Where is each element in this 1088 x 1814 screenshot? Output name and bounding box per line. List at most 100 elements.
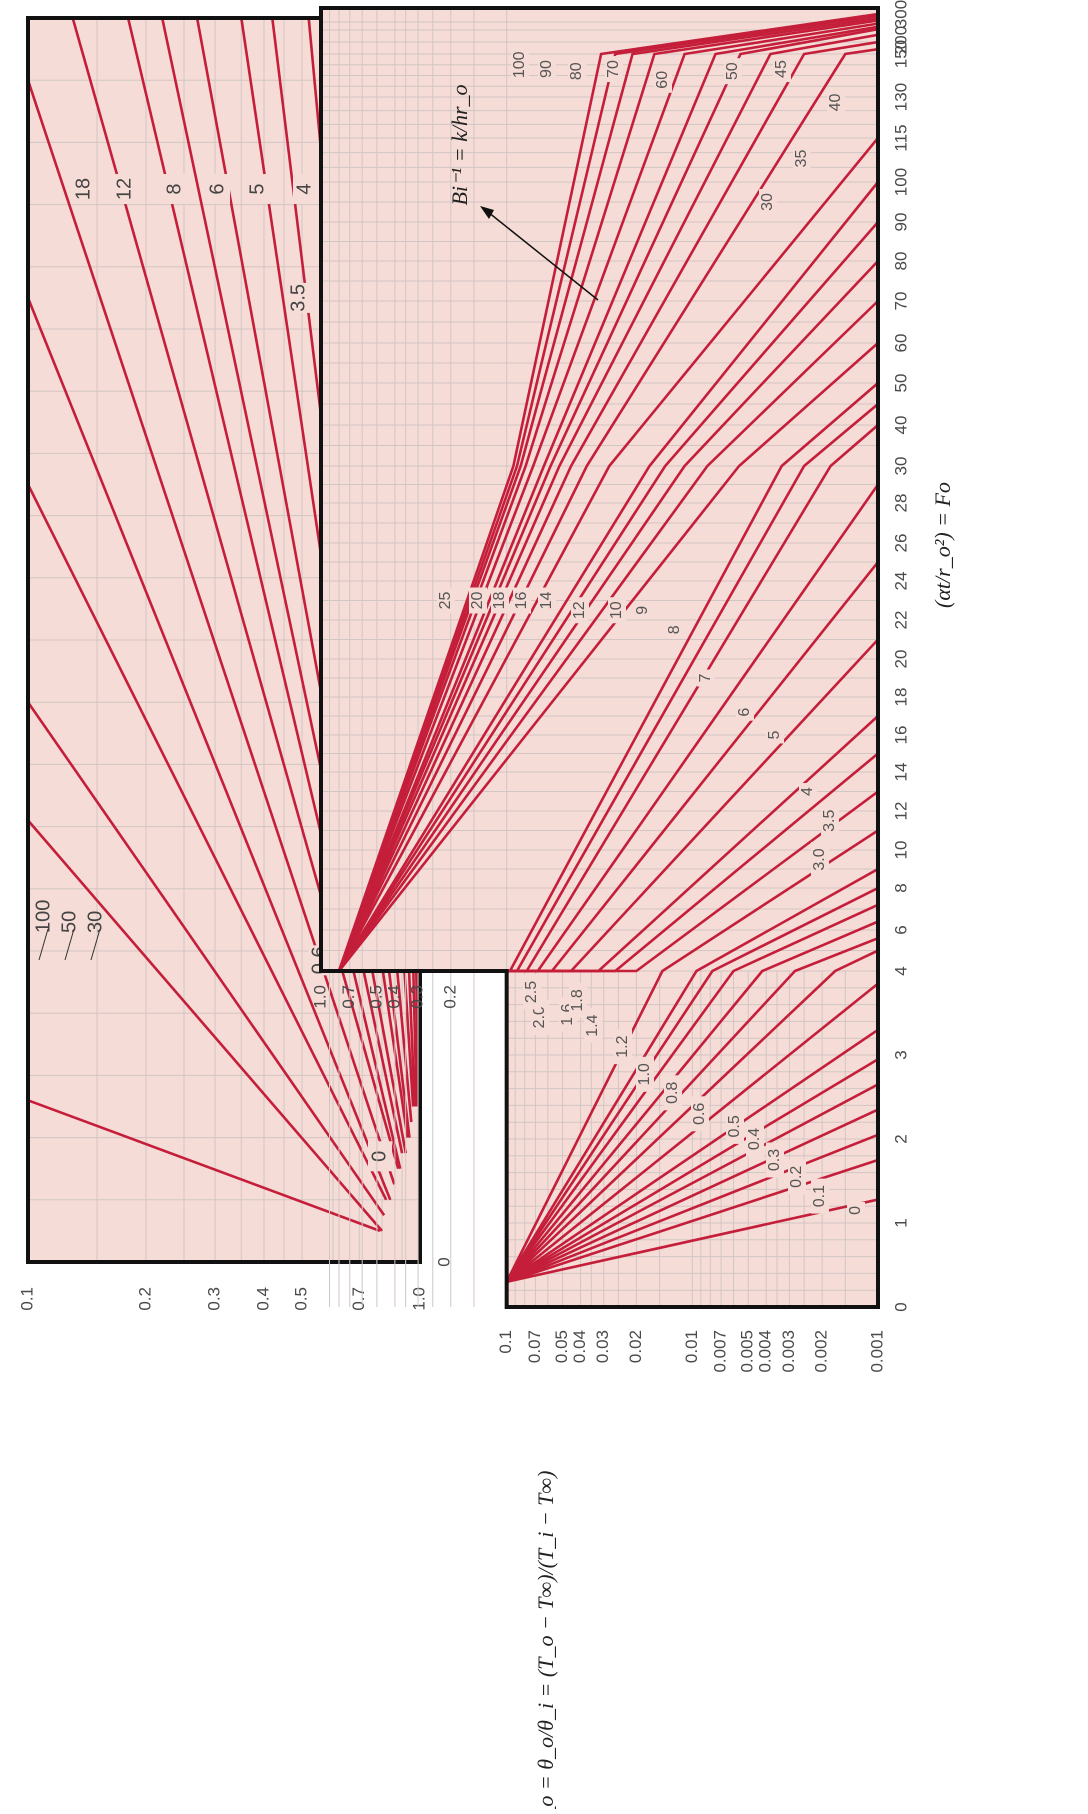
series-label: 10 (608, 601, 625, 619)
right-axis-titles: (αt/r_o²) = Fo θ*_o = θ_o/θ_i = (T_o − T∞… (447, 84, 955, 1814)
series-label: 40 (827, 93, 844, 111)
x-axis-title: (αt/r_o²) = Fo (930, 482, 955, 608)
series-label-bg (113, 174, 137, 205)
x-tick-label: 22 (891, 611, 910, 630)
y-tick-label: 0.01 (682, 1330, 701, 1363)
y-tick-label: 0.3 (408, 985, 427, 1009)
series-label-bg (491, 587, 509, 614)
series-label: 0.3 (766, 1149, 783, 1171)
series-label-bg (523, 974, 541, 1010)
series-label: 6 (206, 183, 228, 194)
y-tick-label: 0.001 (867, 1330, 886, 1373)
curve-line (506, 1083, 878, 1283)
x-tick-label: 1 (891, 1218, 910, 1227)
series-label-bg (799, 783, 817, 800)
series-label-bg (513, 587, 531, 614)
x-tick-label: 130 (891, 83, 910, 111)
y-tick-label: 0.02 (626, 1330, 645, 1363)
curve-line (337, 342, 878, 972)
series-label: 3.0 (811, 848, 828, 870)
y-tick-label: 0.4 (253, 1287, 272, 1311)
curve-line (506, 1108, 878, 1283)
x-tick-label: 80 (891, 252, 910, 271)
series-label-bg (246, 174, 270, 205)
y-tick-label: 0.5 (366, 985, 385, 1009)
x-tick-label: 115 (891, 124, 910, 151)
curve-line (26, 701, 386, 1217)
curve-line (27, 1099, 381, 1233)
y-tick-label: 0.7 (339, 985, 358, 1009)
curve-line (337, 12, 878, 972)
curve-line (505, 867, 878, 1283)
curve-line (505, 903, 878, 1283)
series-label: 0.2 (788, 1166, 805, 1188)
series-label: 12 (113, 178, 135, 200)
curve-line (337, 19, 878, 972)
series-label: 60 (654, 71, 671, 89)
series-label: 18 (491, 592, 508, 610)
series-label-bg (469, 587, 487, 614)
series-label: 0.4 (746, 1128, 763, 1150)
series-label-bg (163, 174, 187, 205)
series-label-bg (736, 703, 754, 721)
right-plot-frame (319, 6, 880, 1309)
series-label-bg (634, 601, 652, 619)
series-label: 3.5 (287, 284, 309, 312)
x-tick-label: 30 (891, 457, 910, 476)
series-label-bg (368, 1141, 392, 1172)
series-label-bg (847, 1201, 865, 1219)
y-tick-label: 0.1 (496, 1330, 515, 1354)
curve-line (26, 79, 396, 1185)
x-tick-label: 200 (891, 26, 910, 54)
y-tick-label: 0.04 (570, 1330, 589, 1363)
x-tick-label: 300 (891, 0, 910, 28)
series-label-bg (697, 669, 715, 687)
series-label: 7 (697, 673, 714, 682)
x-tick-label: 26 (891, 534, 910, 553)
x-tick-label: 60 (891, 334, 910, 353)
x-tick-label: 3 (891, 1050, 910, 1059)
series-label-bg (654, 66, 672, 93)
x-tick-label: 4 (891, 966, 910, 975)
curve-line (337, 33, 878, 972)
right-chart-panel: 00.10.20.30.40.50.60.81.01.21.41.61.82.0… (310, 0, 955, 1814)
series-label: 70 (605, 60, 622, 78)
series-label: 0.5 (726, 1115, 743, 1137)
annotation-arrow (487, 211, 599, 301)
y-tick-label: 0.007 (711, 1330, 730, 1373)
series-label: 0.6 (691, 1103, 708, 1125)
series-label: 12 (571, 601, 588, 619)
curve-line (126, 17, 402, 1169)
series-label: 80 (568, 62, 585, 80)
series-label-bg (568, 58, 586, 85)
series-label-bg (571, 597, 589, 624)
series-label: 20 (469, 592, 486, 610)
y-tick-label: 0.2 (440, 985, 459, 1009)
series-label-bg (773, 56, 791, 83)
series-label-bg (821, 803, 839, 839)
series-label-bg (766, 726, 784, 744)
series-label-bg (608, 597, 626, 624)
curve-line (506, 1133, 878, 1284)
series-label-bg (746, 1121, 764, 1157)
series-label-bg (827, 89, 845, 116)
annotation-arrowhead (480, 206, 494, 219)
series-label: 16 (513, 592, 530, 610)
series-label: 30 (84, 911, 106, 933)
y-tick-label: 0.4 (384, 985, 403, 1009)
curve-line (505, 886, 878, 1283)
x-tick-label: 0 (891, 1302, 910, 1311)
series-label: 45 (773, 60, 790, 78)
series-label: 35 (793, 150, 810, 168)
curve-line (505, 982, 878, 1283)
series-label: 4 (799, 787, 816, 796)
curve-line (27, 819, 383, 1232)
y-tick-label: 0.2 (135, 1287, 154, 1311)
x-tick-label: 50 (891, 374, 910, 393)
series-label: 6 (736, 708, 753, 717)
series-label: 0 (847, 1206, 864, 1215)
x-tick-label: 100 (891, 168, 910, 196)
x-tick-label: 28 (891, 494, 910, 513)
x-tick-label: 2 (891, 1134, 910, 1143)
y-tick-label: 1.0 (409, 1287, 428, 1311)
